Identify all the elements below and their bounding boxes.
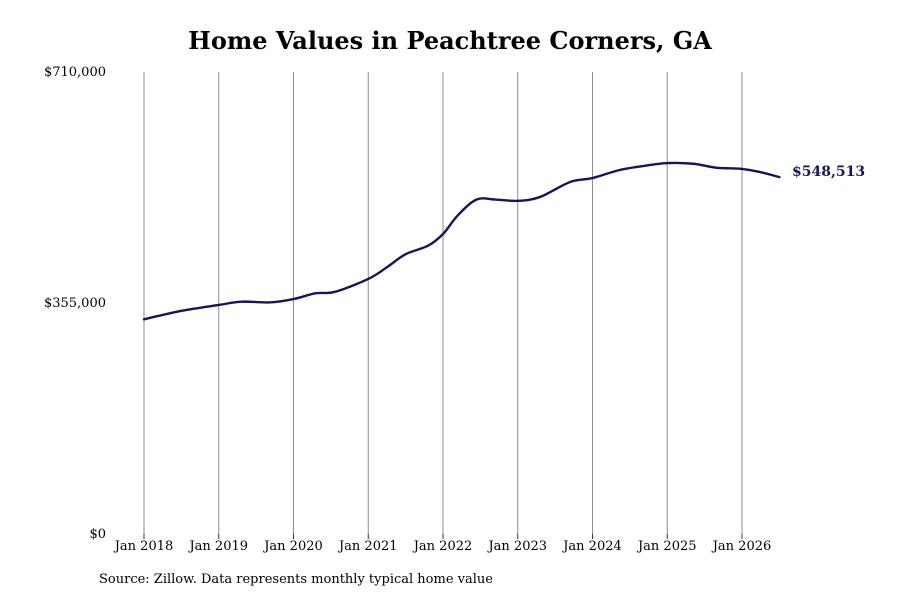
x-tick-label: Jan 2023	[486, 539, 547, 554]
x-tick-label: Jan 2024	[561, 539, 622, 554]
end-value-label: $548,513	[792, 164, 865, 180]
x-tick-label: Jan 2022	[412, 539, 473, 554]
chart-title: Home Values in Peachtree Corners, GA	[188, 26, 712, 55]
x-tick-label: Jan 2021	[337, 539, 398, 554]
x-tick-label: Jan 2026	[711, 539, 772, 554]
home-value-line	[142, 161, 781, 321]
y-tick-label: $0	[89, 527, 106, 542]
x-tick-label: Jan 2018	[113, 539, 174, 554]
x-tick-label: Jan 2025	[636, 539, 697, 554]
y-tick-label: $355,000	[44, 296, 106, 311]
x-tick-label: Jan 2019	[187, 539, 248, 554]
source-note: Source: Zillow. Data represents monthly …	[99, 572, 493, 587]
x-tick-label: Jan 2020	[262, 539, 323, 554]
y-tick-label: $710,000	[44, 65, 106, 80]
